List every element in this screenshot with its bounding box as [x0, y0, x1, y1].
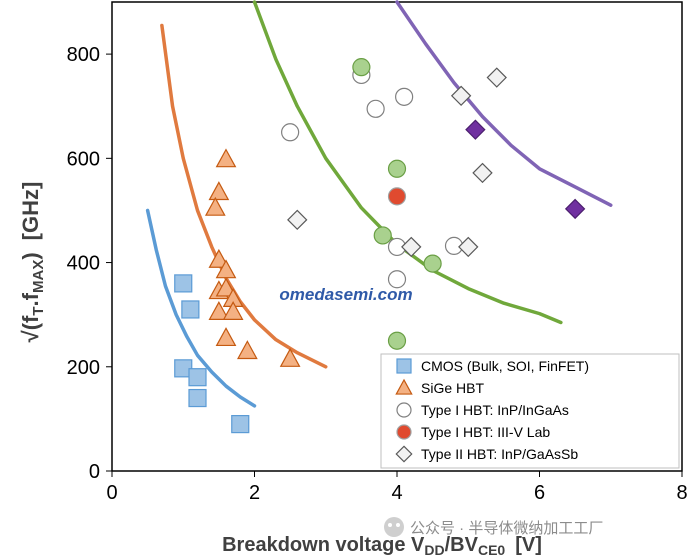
point-cmos-bulk-soi-finfet [188, 388, 207, 408]
point-cmos-bulk-soi-finfet [181, 300, 200, 319]
legend-marker-cmos-bulk-soi-finfet [396, 358, 412, 374]
point-extra-1 [387, 159, 407, 178]
y-axis-title-sub2: MAX [30, 260, 47, 293]
point-cmos-bulk-soi-finfet [174, 274, 193, 293]
y-tick-label: 200 [67, 357, 100, 379]
point-sige-hbt [208, 248, 230, 268]
y-tick-label: 400 [67, 253, 100, 275]
point-sige-hbt [208, 301, 230, 320]
point-sige-hbt [215, 327, 237, 347]
y-axis-title-mid: .f [18, 292, 43, 306]
point-type-i-hbt-inp-ingaas [387, 270, 407, 289]
trend-line-3 [252, 0, 563, 325]
legend-label-type-i-hbt-inp-ingaas: Type I HBT: InP/InGaAs [421, 402, 569, 418]
x-tick-label: 2 [249, 482, 260, 504]
y-tick-label: 600 [67, 148, 100, 170]
point-type-i-hbt-inp-ingaas [281, 123, 300, 142]
point-type-ii-hbt-inp-gaassb [458, 236, 479, 258]
point-extra-2 [465, 119, 486, 140]
watermark-center: omedasemi.com [279, 285, 412, 304]
point-type-ii-hbt-inp-gaassb [401, 236, 422, 258]
point-cmos-bulk-soi-finfet [188, 368, 207, 387]
point-extra-1 [423, 254, 442, 273]
watermark-footer-text: 公众号 · 半导体微纳加工工厂 [410, 520, 603, 537]
y-axis-title-unit: [GHz] [18, 182, 43, 241]
x-axis-title-sub2: CE0 [478, 542, 505, 557]
point-type-i-hbt-inp-ingaas [366, 99, 385, 118]
legend-label-cmos-bulk-soi-finfet: CMOS (Bulk, SOI, FinFET) [421, 358, 589, 374]
point-extra-1 [373, 226, 392, 245]
point-type-ii-hbt-inp-gaassb [287, 209, 308, 231]
point-type-ii-hbt-inp-gaassb [450, 85, 472, 106]
legend-items: CMOS (Bulk, SOI, FinFET) SiGe HBT Type I H… [395, 358, 589, 463]
point-type-i-hbt-inp-ingaas [395, 87, 414, 106]
point-extra-1 [352, 58, 371, 77]
point-sige-hbt [279, 347, 301, 367]
legend-label-type-ii-hbt-inp-gaassb: Type II HBT: InP/GaAsSb [421, 446, 578, 462]
data-points [174, 58, 586, 434]
x-axis-title-sep: /BV [445, 534, 479, 556]
x-axis-title-sub1: DD [424, 542, 444, 557]
trend-line-1 [145, 208, 257, 408]
point-type-ii-hbt-inp-gaassb [486, 67, 507, 88]
watermark-footer: 公众号 · 半导体微纳加工工厂 [384, 517, 603, 537]
point-extra-1 [387, 331, 407, 350]
point-sige-hbt [215, 277, 237, 297]
y-axis-title-close: ) [18, 252, 43, 259]
legend-box [380, 353, 680, 469]
x-axis-title: Breakdown voltage VDD/BVCE0 [V] [222, 534, 542, 557]
legend: CMOS (Bulk, SOI, FinFET) SiGe HBT Type I H… [380, 353, 680, 469]
wechat-icon-eye-left [388, 523, 392, 527]
point-sige-hbt [204, 196, 226, 216]
y-axis-title: √(fT.fMAX) [GHz] [18, 182, 47, 343]
legend-label-sige-hbt: SiGe HBT [421, 380, 484, 396]
x-tick-label: 6 [534, 482, 545, 504]
legend-marker-type-ii-hbt-inp-gaassb [395, 445, 413, 463]
point-sige-hbt [208, 181, 230, 201]
point-sige-hbt [222, 301, 244, 320]
x-axis-title-main: Breakdown voltage V [222, 534, 425, 556]
y-axis-title-main: √(f [18, 315, 43, 342]
wechat-icon [384, 517, 404, 537]
point-sige-hbt [237, 340, 258, 360]
legend-marker-type-i-hbt-iii-v-lab [396, 424, 412, 440]
x-tick-label: 8 [676, 482, 687, 504]
point-type-ii-hbt-inp-gaassb [472, 162, 493, 184]
wechat-icon-eye-right [396, 523, 400, 527]
y-tick-label: 0 [89, 461, 100, 483]
point-cmos-bulk-soi-finfet [231, 415, 250, 434]
y-axis-title-sub1: T [30, 306, 47, 315]
point-type-i-hbt-iii-v-lab [387, 187, 407, 206]
trend-line-4 [395, 0, 613, 207]
x-axis-title-unit: [V] [515, 534, 542, 556]
point-extra-2 [564, 198, 586, 220]
x-tick-label: 0 [106, 482, 117, 504]
legend-marker-type-i-hbt-inp-ingaas [396, 402, 412, 418]
x-tick-label: 4 [391, 482, 402, 504]
axis-ticks: 0 2 4 6 8 0 200 400 600 800 [67, 44, 688, 504]
point-sige-hbt [215, 148, 237, 168]
legend-marker-sige-hbt [395, 378, 413, 395]
legend-label-type-i-hbt-iii-v-lab: Type I HBT: III-V Lab [421, 424, 550, 440]
y-tick-label: 800 [67, 44, 100, 66]
